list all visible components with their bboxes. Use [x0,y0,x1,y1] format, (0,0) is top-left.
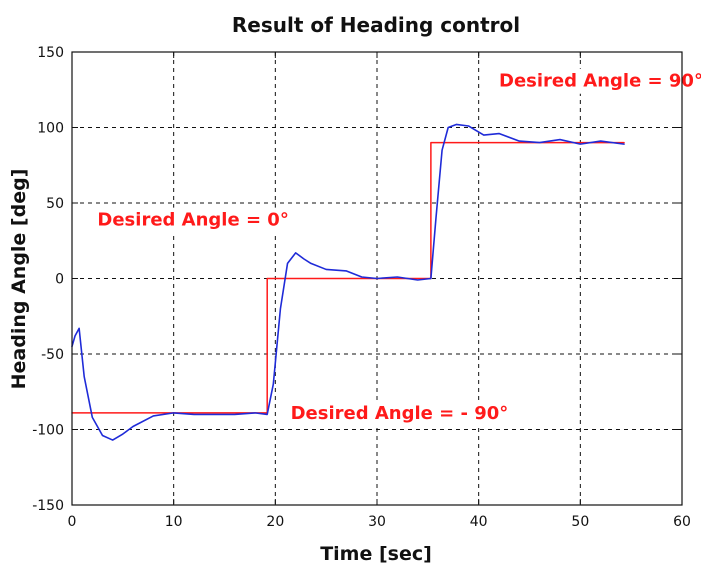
y-tick-label: 50 [46,196,64,212]
actual-heading-series-line [71,123,625,441]
annotation-background [495,68,701,94]
x-tick-label: 0 [68,514,77,530]
desired-heading-series-line [71,141,625,414]
annotation-label-2: Desired Angle = 0° [97,210,288,231]
chart-title: Result of Heading control [232,13,520,37]
y-tick-label: 150 [37,45,64,61]
plot-area: Desired Angle = 90° Desired Angle = 0° Des… [71,51,701,506]
x-tick-label: 30 [368,514,386,530]
y-tick-label: -100 [32,423,64,439]
x-axis-label: Time [sec] [320,543,432,565]
y-tick-label: 0 [55,272,64,288]
annotation-label-3: Desired Angle = - 90° [291,403,509,424]
annotation-background [93,207,293,233]
x-tick-label: 10 [165,514,183,530]
x-tick-label: 60 [673,514,691,530]
y-tick-label: -50 [41,347,64,363]
x-tick-label: 20 [266,514,284,530]
x-tick-label: 50 [571,514,589,530]
annotation-label-1: Desired Angle = 90° [499,71,701,92]
y-axis-label: Heading Angle [deg] [8,169,30,390]
annotation-background [286,400,513,426]
y-tick-label: -150 [32,498,64,514]
x-tick-label: 40 [470,514,488,530]
y-tick-label: 100 [37,121,64,137]
annotation-layer: Desired Angle = 90° Desired Angle = 0° Des… [93,68,701,426]
axis-ticks: 0 10 20 30 40 50 60 -150 -100 -50 0 50 100 150 [32,45,691,530]
series-layer [71,123,625,441]
